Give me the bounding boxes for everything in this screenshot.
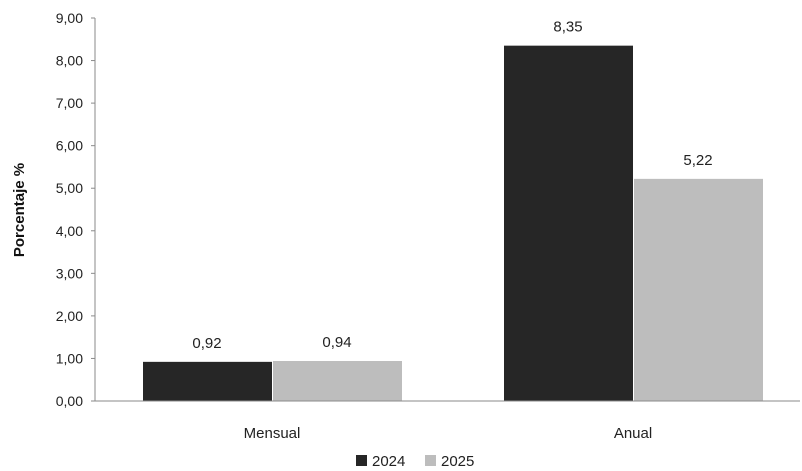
data-label: 0,92	[192, 335, 221, 352]
bar-2025-anual	[634, 178, 763, 401]
bar-2024-mensual	[143, 361, 272, 401]
y-tick-label: 8,00	[56, 53, 83, 69]
data-label: 0,94	[322, 334, 351, 351]
y-tick-label: 9,00	[56, 10, 83, 26]
legend-label-2024: 2024	[372, 453, 405, 470]
y-axis-ticks: 0,00 1,00 2,00 3,00 4,00 5,00 6,00 7,00 8,00 9,00	[56, 10, 95, 409]
y-tick-label: 6,00	[56, 138, 83, 154]
data-label: 5,22	[683, 152, 712, 169]
data-labels: 0,92 0,94 8,35 5,22	[192, 19, 712, 352]
y-tick-label: 0,00	[56, 393, 83, 409]
y-tick-label: 1,00	[56, 350, 83, 366]
legend-label-2025: 2025	[441, 453, 474, 470]
legend: 2024 2025	[356, 453, 474, 470]
data-label: 8,35	[553, 19, 582, 36]
category-label: Mensual	[244, 425, 301, 442]
legend-swatch-2024	[356, 455, 367, 466]
category-label: Anual	[614, 425, 652, 442]
y-tick-label: 3,00	[56, 265, 83, 281]
y-tick-label: 7,00	[56, 95, 83, 111]
bar-2025-mensual	[273, 360, 402, 401]
bars	[143, 45, 763, 402]
bar-2024-anual	[504, 45, 633, 402]
legend-swatch-2025	[425, 455, 436, 466]
y-tick-label: 4,00	[56, 223, 83, 239]
axes	[94, 18, 800, 402]
y-tick-label: 5,00	[56, 180, 83, 196]
category-labels: Mensual Anual	[244, 425, 653, 442]
y-axis-title: Porcentaje %	[11, 163, 28, 257]
y-tick-label: 2,00	[56, 308, 83, 324]
